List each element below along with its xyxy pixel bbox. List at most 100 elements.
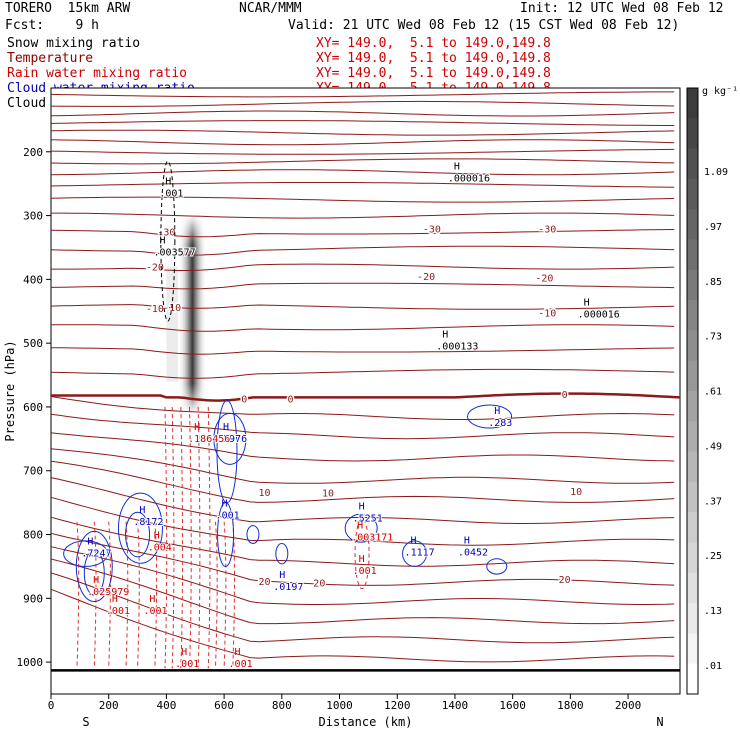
colorbar-tick-label: 1.09 [704,167,728,178]
maximum-marker: H [194,422,200,433]
valid-time: Valid: 21 UTC Wed 08 Feb 12 (15 CST Wed … [288,18,680,33]
maximum-marker: H [357,521,363,532]
freezing-level-isotherm [51,392,681,402]
colorbar-swatch [687,118,698,150]
rain-contour [154,521,158,669]
isotherm [50,572,675,644]
colorbar-swatch [687,542,698,574]
rain-contour [214,521,218,669]
rain-contour [223,521,227,669]
snow-shading-light [166,266,178,382]
center-label: NCAR/MMM [239,1,302,16]
rain-contour [232,521,235,669]
cloud-water-contour [275,542,289,565]
cloud-water-contour [125,511,151,558]
cross-section-start-label: S [82,715,89,729]
rain-contour [76,521,80,669]
isotherm [50,120,675,126]
maximum-marker: H [454,162,460,173]
y-tick-label: 700 [23,465,43,478]
isotherm [50,182,675,188]
init-time: Init: 12 UTC Wed 08 Feb 12 [520,1,724,16]
maximum-marker: H [160,236,166,247]
legend-field-name: Rain water mixing ratio [7,66,188,81]
y-tick-label: 600 [23,401,43,414]
colorbar-swatch [687,300,698,331]
maximum-marker: H [442,329,448,340]
temperature-contour-label: 0 [241,395,247,406]
cloud-water-contour [486,558,508,575]
y-tick-label: 1000 [17,656,44,669]
legend-field-xy: XY= 149.0, 5.1 to 149.0,149.8 [316,51,551,66]
y-tick-label: 500 [23,337,43,350]
isotherm [50,588,675,663]
isotherm [51,263,675,271]
maximum-value-label: .001 [106,606,130,617]
isotherm [50,229,675,238]
isotherm [50,100,675,107]
isotherm [50,129,675,136]
isotherm [50,148,675,155]
isotherm [51,212,675,219]
y-tick-label: 800 [23,529,43,542]
isotherm [50,304,675,310]
legend-field-xy: XY= 149.0, 5.1 to 149.0,149.8 [316,36,551,51]
maximum-marker: H [584,297,590,308]
isotherm [50,139,675,146]
colorbar-swatch [687,512,698,543]
x-axis-title: Distance (km) [319,715,413,729]
temperature-contour-label: -20 [146,263,164,274]
x-tick-label: 2000 [615,699,642,712]
isotherm [50,245,675,256]
y-tick-label: 300 [23,210,43,223]
cloud-water-contour [117,492,163,564]
maximum-marker: H [181,647,187,658]
colorbar-swatch [687,633,698,665]
isotherm [50,282,675,290]
colorbar-swatch [687,148,698,180]
isotherm [50,158,675,165]
maximum-value-label: .186456 [188,434,230,445]
cloud-water-contour [213,412,247,465]
colorbar-swatch [687,481,698,513]
isotherm [50,396,675,420]
maximum-value-label: .000016 [448,174,490,185]
colorbar-tick-label: .37 [704,496,722,507]
maximum-marker: H [139,505,145,516]
colorbar-tick-label: .49 [704,441,722,452]
temperature-contour-label: 20 [559,575,571,586]
colorbar-tick-label: .85 [704,277,722,288]
temperature-contour-label: 0 [562,390,568,401]
colorbar-swatch [687,663,698,695]
x-tick-label: 1800 [557,699,584,712]
x-tick-label: 400 [156,699,176,712]
temperature-contour-label: -30 [423,224,441,235]
temperature-contour-label: 20 [258,577,270,588]
maximum-marker: H [154,530,160,541]
rain-contour [93,521,97,669]
plot-frame [50,87,681,695]
cloud-water-contour [75,530,113,603]
snow-shading [177,215,207,414]
maximum-value-label: .8172 [133,517,163,528]
temperature-contour-label: -30 [538,224,556,235]
maximum-marker: H [411,535,417,546]
temperature-contour-label: 10 [258,488,270,499]
maximum-value-label: .025979 [87,587,129,598]
maximum-value-label: .0452 [458,547,488,558]
maximum-value-label: .001 [229,659,253,670]
x-tick-label: 1600 [499,699,526,712]
cloud-water-contour [217,502,235,567]
colorbar-swatch [687,421,698,453]
colorbar-swatch [687,451,698,483]
colorbar-swatch [687,603,698,634]
temperature-contour-label: -10 [538,309,556,320]
rain-contour [197,406,201,669]
isotherm [50,368,675,379]
isotherm [50,169,675,176]
x-tick-label: 1200 [384,699,411,712]
colorbar-swatch [687,209,698,240]
temperature-contour-label: 10 [570,487,582,498]
colorbar-swatch [687,360,698,392]
